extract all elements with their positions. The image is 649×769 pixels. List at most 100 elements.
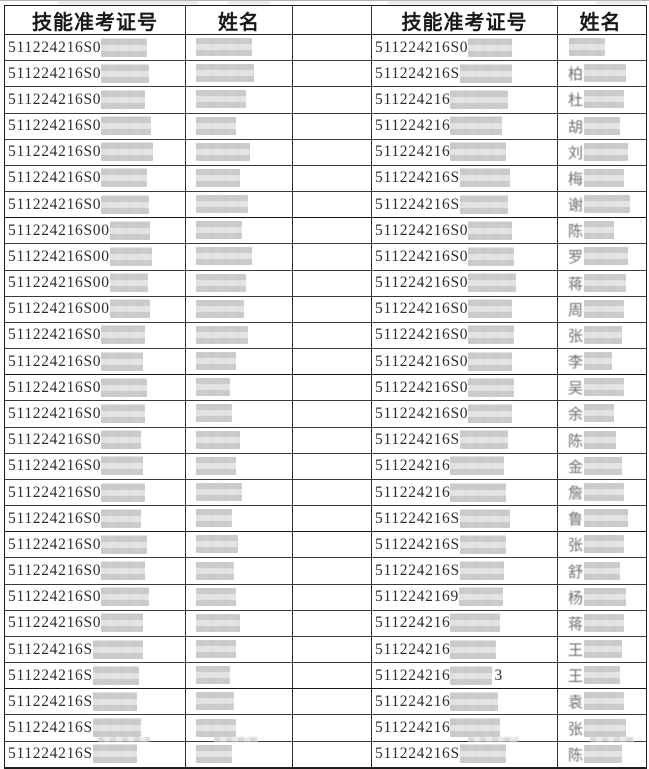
name-cell-left: [186, 532, 293, 558]
censor-mosaic: [92, 639, 143, 659]
censor-mosaic: [196, 195, 248, 214]
name-cell-right: 张: [558, 323, 643, 348]
ticket-number-cell-right: 511224216: [372, 636, 558, 663]
censor-mosaic: [196, 456, 236, 475]
header-name-right: 姓名: [579, 11, 622, 34]
name-cell-left: [186, 715, 293, 741]
name-cell-right: 杨: [558, 585, 643, 610]
censor-mosaic: [458, 587, 503, 607]
censor-mosaic: [101, 456, 144, 476]
name-partial-char: 胡: [568, 119, 584, 136]
ticket-number-cell-right: 511224216S: [372, 506, 558, 532]
ticket-number-cell-left: 511224216S0: [5, 322, 186, 349]
spacer-cell: [293, 558, 372, 584]
ticket-number-prefix: 511224216S0: [8, 588, 102, 606]
censor-mosaic: [196, 561, 234, 580]
ticket-number-cell-left: 511224216S00: [5, 218, 186, 244]
censor-mosaic: [584, 587, 627, 606]
spacer-cell: [293, 584, 372, 610]
name-partial-char: 梅: [568, 171, 584, 188]
censor-mosaic: [459, 63, 512, 83]
censor-mosaic: [101, 142, 154, 162]
ticket-number-cell-left: 511224216S0: [5, 479, 186, 506]
ticket-number-cell-right: 511224216S0: [372, 349, 558, 375]
censor-mosaic: [196, 666, 230, 685]
name-cell-left: [186, 741, 293, 767]
ticket-number-prefix: 511224216S00: [8, 247, 110, 265]
ticket-number-prefix: 511224216S: [375, 562, 460, 580]
censor-mosaic: [196, 613, 240, 632]
ticket-number-cell-left: 511224216S: [5, 715, 186, 741]
name-cell-right: 陈: [558, 428, 643, 453]
censor-mosaic: [584, 64, 627, 83]
censor-mosaic: [101, 587, 150, 607]
ticket-number-prefix: 511224216S: [8, 719, 93, 737]
ticket-number-cell-right: 511224216S0: [372, 296, 558, 322]
name-cell-right: 王: [558, 663, 643, 688]
ticket-number-prefix: 511224216S0: [8, 326, 102, 344]
censor-mosaic: [109, 299, 150, 319]
table-row: 511224216S0 511224216S 张: [5, 532, 646, 559]
name-cell-right: 王: [558, 637, 643, 662]
ticket-number-cell-left: 511224216S: [5, 689, 186, 715]
scan-artifact: [58, 1, 198, 4]
name-partial-char: 罗: [568, 250, 584, 267]
censor-mosaic: [584, 613, 625, 632]
censor-mosaic: [459, 508, 510, 528]
ticket-number-prefix: 511224216S: [8, 666, 93, 684]
censor-mosaic: [101, 508, 142, 528]
censor-mosaic: [196, 38, 252, 57]
censor-mosaic: [196, 587, 236, 606]
censor-mosaic: [109, 273, 148, 293]
name-partial-char: 谢: [568, 198, 584, 215]
name-cell-left: [186, 192, 293, 218]
name-cell-left: [186, 349, 293, 375]
table-row: 511224216S0 511224216S 梅: [5, 165, 646, 193]
ticket-number-cell-right: 511224216S: [372, 532, 558, 558]
spacer-cell: [293, 427, 372, 453]
ticket-number-cell-right: 511224216: [372, 87, 558, 113]
ticket-number-cell-left: 511224216S0: [5, 558, 186, 584]
ticket-number-prefix: 511224216S: [375, 195, 460, 213]
ticket-number-cell-left: 511224216S0: [5, 35, 186, 61]
name-partial-char: 王: [568, 669, 584, 686]
censor-mosaic: [584, 116, 621, 135]
ticket-number-cell-left: 511224216S0: [5, 349, 186, 375]
name-cell-right: 鲁: [558, 506, 643, 531]
ticket-number-cell-right: 511224216: [372, 453, 558, 479]
censor-mosaic: [584, 430, 617, 449]
ticket-number-prefix: 511224216S0: [375, 221, 469, 239]
censor-mosaic: [584, 352, 613, 371]
name-cell-left: [186, 61, 293, 87]
censor-mosaic: [584, 325, 623, 344]
table-row: 511224216S0 511224216 金: [5, 453, 646, 480]
table-row: 511224216S 511224216 袁: [5, 689, 646, 716]
censor-mosaic: [101, 116, 152, 136]
censor-mosaic: [196, 640, 236, 659]
ticket-number-cell-left: 511224216S: [5, 663, 186, 689]
spacer-cell: [293, 87, 372, 113]
ticket-number-prefix: 511224216S0: [8, 169, 102, 187]
name-cell-left: [186, 663, 293, 689]
scan-artifact: [388, 1, 553, 4]
censor-mosaic: [196, 744, 232, 763]
name-cell-right: 陈: [558, 742, 643, 767]
name-cell-left: [186, 610, 293, 636]
ticket-number-cell-right: 511224216: [372, 715, 558, 741]
ticket-number-cell-right: 511224216S0: [372, 375, 558, 401]
spacer-cell: [293, 532, 372, 558]
censor-mosaic: [468, 403, 513, 423]
name-cell-left: [186, 401, 293, 427]
ticket-number-prefix: 511224216: [375, 457, 451, 475]
table-body: 511224216S0 511224216S0 511224216S0 5112…: [5, 35, 646, 768]
censor-mosaic: [468, 299, 513, 319]
censor-mosaic: [101, 63, 150, 83]
spacer-cell: [293, 322, 372, 349]
ticket-number-cell-right: 511224216S0: [372, 322, 558, 349]
table-row: 511224216S0 511224216 刘: [5, 139, 646, 166]
ticket-number-prefix: 511224216S0: [8, 483, 102, 501]
scan-artifact-censor-sliver: [468, 737, 518, 742]
censor-mosaic: [196, 116, 236, 135]
ticket-number-cell-right: 511224216S: [372, 558, 558, 584]
censor-mosaic: [196, 378, 230, 397]
